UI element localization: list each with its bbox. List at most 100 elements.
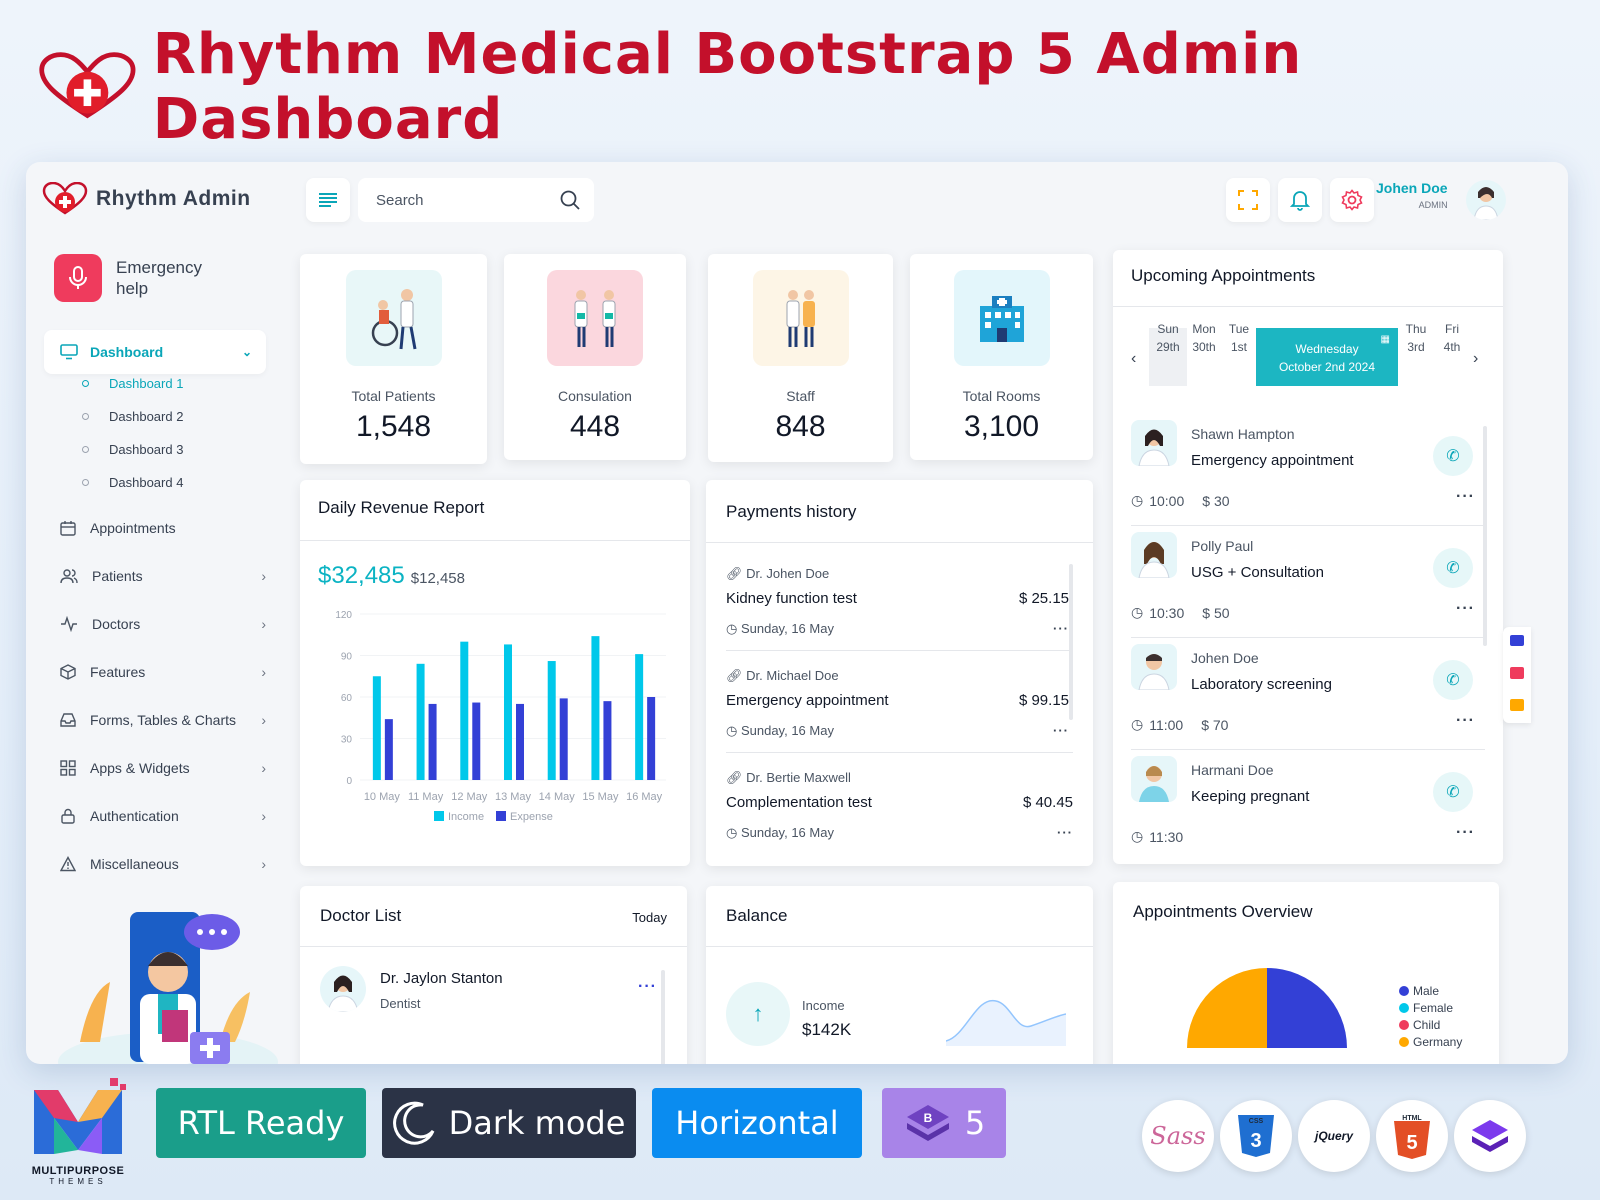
sidebar-item-appointments[interactable]: Appointments: [60, 520, 266, 536]
legend-item: Female: [1399, 999, 1462, 1016]
sidebar-item-forms[interactable]: Forms, Tables & Charts ›: [60, 712, 266, 728]
avatar: [1131, 532, 1177, 578]
more-icon[interactable]: ···: [1456, 824, 1475, 841]
day-num: 29th: [1156, 340, 1180, 354]
filter-dropdown[interactable]: Today: [632, 910, 667, 925]
call-button[interactable]: ✆: [1433, 548, 1473, 588]
hospital-building-icon: [953, 270, 1050, 366]
scrollbar[interactable]: [661, 970, 665, 1064]
sidebar-sub-dashboard-4[interactable]: Dashboard 4: [82, 475, 183, 490]
appointment-item[interactable]: Polly Paul USG + Consultation ◷ 10:30 $ 50…: [1131, 526, 1485, 638]
users-icon: [60, 569, 78, 584]
image-icon[interactable]: [1510, 667, 1524, 679]
chevron-down-icon: ⌄: [241, 345, 252, 359]
monitor-icon: [60, 344, 78, 360]
phone-icon: ✆: [1446, 448, 1460, 465]
call-button[interactable]: ✆: [1433, 660, 1473, 700]
calendar-day-selected[interactable]: Wednesday October 2nd 2024 ▦: [1256, 328, 1398, 386]
payment-row[interactable]: 🔗︎ Dr. Bertie Maxwell Complementation te…: [726, 770, 1073, 841]
calendar-day[interactable]: Sun 29th: [1149, 320, 1187, 356]
more-icon[interactable]: ···: [1057, 825, 1073, 840]
calendar-day[interactable]: Thu 3rd: [1397, 320, 1435, 356]
search-input[interactable]: Search: [358, 178, 594, 222]
sidebar-sub-dashboard-3[interactable]: Dashboard 3: [82, 442, 183, 457]
stat-label: Staff: [786, 388, 815, 404]
sidebar-sub-dashboard-1[interactable]: Dashboard 1: [82, 376, 183, 391]
call-button[interactable]: ✆: [1433, 772, 1473, 812]
more-icon[interactable]: ···: [1053, 621, 1069, 636]
bootstrap-5-badge: B 5: [882, 1088, 1006, 1158]
more-icon[interactable]: ···: [1053, 723, 1069, 738]
appointment-price: $ 70: [1201, 716, 1229, 733]
payments-card: Payments history 🔗︎ Dr. Johen Doe Kidney…: [706, 480, 1093, 866]
card-title: Daily Revenue Report: [318, 498, 485, 517]
settings-button[interactable]: [1330, 178, 1374, 222]
sidebar-item-miscellaneous[interactable]: Miscellaneous ›: [60, 856, 266, 872]
patient-name: Shawn Hampton: [1191, 426, 1295, 442]
calendar-day[interactable]: Fri 4th: [1433, 320, 1471, 356]
jquery-label: jQuery: [1314, 1129, 1353, 1143]
folder-icon[interactable]: [1510, 699, 1524, 711]
scrollbar[interactable]: [1483, 426, 1487, 646]
more-icon[interactable]: ···: [1456, 712, 1475, 729]
scrollbar[interactable]: [1069, 564, 1073, 720]
activity-icon: [61, 616, 77, 632]
appointment-price: $ 30: [1202, 492, 1230, 509]
overview-legend: Male Female Child Germany: [1399, 982, 1462, 1050]
next-week-button[interactable]: ›: [1473, 350, 1479, 367]
stat-card-staff: Staff 848: [708, 254, 893, 462]
more-icon[interactable]: ···: [638, 978, 657, 995]
balance-card: Balance ↑ Income $142K: [706, 886, 1093, 1064]
sidebar-item-dashboard[interactable]: Dashboard ⌄: [44, 330, 266, 374]
avatar[interactable]: [1466, 180, 1506, 220]
appointment-item[interactable]: Harmani Doe Keeping pregnant ◷ 11:30 ✆ ··…: [1131, 750, 1485, 862]
sidebar-item-patients[interactable]: Patients ›: [60, 568, 266, 584]
call-button[interactable]: ✆: [1433, 436, 1473, 476]
search-placeholder: Search: [376, 191, 424, 209]
calendar-day[interactable]: Tue 1st: [1220, 320, 1258, 356]
chevron-right-icon: ›: [261, 760, 266, 776]
sidebar-sub-dashboard-2[interactable]: Dashboard 2: [82, 409, 183, 424]
chevron-right-icon: ›: [261, 664, 266, 680]
user-info[interactable]: Johen Doe ADMIN: [1376, 180, 1448, 210]
bar-income: [547, 661, 556, 780]
appointment-type: Emergency appointment: [1191, 452, 1354, 469]
fullscreen-button[interactable]: [1226, 178, 1270, 222]
user-role: ADMIN: [1418, 200, 1448, 210]
sidebar-item-authentication[interactable]: Authentication ›: [60, 808, 266, 824]
legend-label: Expense: [510, 811, 553, 823]
payment-row[interactable]: 🔗︎ Dr. Michael Doe Emergency appointment…: [726, 668, 1073, 739]
x-tick-label: 14 May: [539, 791, 576, 803]
box-icon: [60, 664, 76, 680]
stat-value: 448: [569, 410, 621, 443]
doctor-illustration: [58, 912, 278, 1064]
sidebar-item-doctors[interactable]: Doctors ›: [60, 616, 266, 632]
doctor-name[interactable]: Dr. Jaylon Stanton: [380, 970, 503, 987]
payment-row[interactable]: 🔗︎ Dr. Johen Doe Kidney function test $ 2…: [726, 566, 1073, 637]
menu-toggle-button[interactable]: [306, 178, 350, 222]
prev-week-button[interactable]: ‹: [1131, 350, 1137, 367]
payment-doctor: Dr. Michael Doe: [746, 668, 839, 683]
sidebar-item-label: Forms, Tables & Charts: [90, 712, 237, 728]
more-icon[interactable]: ···: [1456, 600, 1475, 617]
more-icon[interactable]: ···: [1456, 488, 1475, 505]
appointment-price: $ 50: [1202, 604, 1230, 621]
appointment-item[interactable]: Johen Doe Laboratory screening ◷ 11:00 $ 7…: [1131, 638, 1485, 750]
notifications-button[interactable]: [1278, 178, 1322, 222]
revenue-bar-chart: 0 30 60 90 120 10 May 11 May 12 May 13 May 14 May…: [335, 610, 666, 823]
emergency-help[interactable]: Emergency help: [54, 254, 216, 302]
bar-expense: [516, 703, 524, 780]
sidebar-item-label: Apps & Widgets: [90, 760, 190, 776]
gear-icon: [1341, 189, 1363, 211]
bootstrap-icon: B: [906, 1105, 949, 1141]
sidebar-item-features[interactable]: Features ›: [60, 664, 266, 680]
sidebar-item-apps[interactable]: Apps & Widgets ›: [60, 760, 266, 776]
heart-logo-icon: [42, 182, 88, 215]
brand[interactable]: Rhythm Admin: [42, 182, 251, 216]
appointments-pie-chart: [1187, 968, 1347, 1048]
divider: [300, 946, 687, 947]
appointment-item[interactable]: Shawn Hampton Emergency appointment ◷ 10:…: [1131, 414, 1485, 526]
svg-text:5: 5: [1406, 1132, 1417, 1154]
camera-icon[interactable]: [1510, 635, 1524, 646]
calendar-day[interactable]: Mon 30th: [1185, 320, 1223, 356]
